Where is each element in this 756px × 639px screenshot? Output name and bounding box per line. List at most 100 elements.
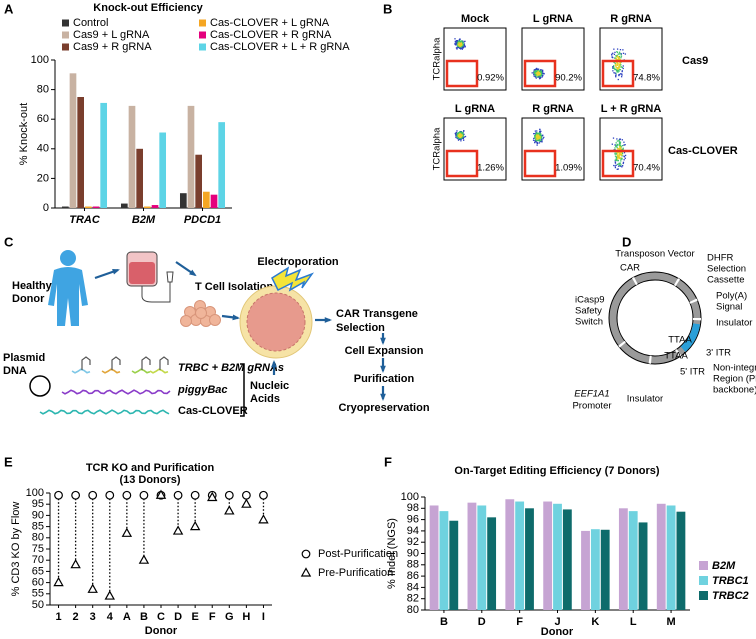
label: Insulator bbox=[627, 394, 663, 405]
event-dot bbox=[539, 135, 541, 137]
label: Promoter bbox=[572, 401, 611, 412]
event-dot bbox=[541, 76, 543, 78]
y-tick-label: 65 bbox=[32, 565, 44, 577]
event-dot bbox=[539, 75, 542, 78]
arrow-head bbox=[324, 317, 332, 323]
grna bbox=[71, 368, 91, 374]
point bbox=[173, 490, 183, 500]
event-dot bbox=[459, 133, 461, 135]
event-dot bbox=[614, 165, 616, 167]
bar bbox=[128, 105, 136, 208]
event-dot bbox=[616, 63, 618, 65]
legend-swatch bbox=[199, 19, 206, 27]
event-dot bbox=[618, 151, 620, 153]
event-dot bbox=[618, 55, 621, 58]
event-dot bbox=[616, 155, 619, 157]
event-dot bbox=[617, 144, 619, 146]
legend-swatch bbox=[699, 591, 708, 600]
label: Non-integrating bbox=[713, 363, 756, 374]
event-dot bbox=[616, 157, 618, 159]
label: Plasmid bbox=[3, 352, 45, 364]
event-dot bbox=[534, 141, 536, 144]
event-dot bbox=[537, 139, 539, 142]
event-dot bbox=[618, 141, 621, 143]
event-dot bbox=[613, 66, 615, 69]
event-dot bbox=[536, 71, 538, 73]
label: Purification bbox=[354, 373, 415, 385]
event-dot bbox=[462, 42, 464, 45]
event-dot bbox=[456, 132, 459, 134]
bar bbox=[477, 505, 487, 610]
label: B bbox=[383, 1, 392, 16]
event-dot bbox=[457, 139, 460, 141]
event-dot bbox=[535, 75, 537, 77]
event-dot bbox=[542, 137, 544, 140]
bar bbox=[618, 508, 628, 610]
grna-hairpin bbox=[141, 356, 151, 370]
event-dot bbox=[616, 62, 618, 64]
event-dot bbox=[454, 42, 457, 44]
event-dot bbox=[456, 42, 458, 44]
event-dot bbox=[462, 46, 464, 48]
event-dot bbox=[458, 39, 461, 41]
event-dot bbox=[619, 146, 621, 148]
x-tick-label: B2M bbox=[132, 214, 156, 226]
event-dot bbox=[618, 142, 621, 145]
point bbox=[70, 558, 81, 569]
event-dot bbox=[618, 152, 620, 154]
event-dot bbox=[620, 158, 622, 160]
event-dot bbox=[616, 155, 619, 158]
event-dot bbox=[617, 155, 620, 157]
event-dot bbox=[615, 76, 617, 78]
gate bbox=[523, 59, 557, 88]
event-dot bbox=[459, 43, 461, 45]
label: 0.92% bbox=[477, 73, 504, 84]
legend-label: Cas-CLOVER + R gRNA bbox=[210, 29, 332, 41]
event-dot bbox=[535, 132, 537, 134]
event-dot bbox=[456, 137, 458, 139]
event-dot bbox=[532, 139, 535, 141]
event-dot bbox=[539, 73, 542, 75]
x-tick-label: A bbox=[123, 611, 131, 623]
point bbox=[53, 576, 64, 587]
y-tick-label: 96 bbox=[407, 514, 419, 526]
event-dot bbox=[611, 56, 613, 58]
label: L + R gRNA bbox=[601, 103, 662, 115]
event-dot bbox=[614, 166, 617, 169]
event-dot bbox=[535, 138, 538, 140]
event-dot bbox=[455, 43, 457, 45]
event-dot bbox=[618, 53, 620, 55]
event-dot bbox=[535, 141, 538, 143]
point bbox=[172, 525, 184, 535]
event-dot bbox=[456, 41, 458, 43]
label: D bbox=[622, 234, 631, 249]
segment-break bbox=[632, 277, 638, 286]
event-dot bbox=[459, 137, 461, 139]
event-dot bbox=[615, 74, 617, 76]
event-dot bbox=[541, 139, 543, 141]
cell-body bbox=[246, 292, 306, 352]
bracket bbox=[240, 363, 245, 417]
event-dot bbox=[458, 136, 461, 139]
event-dot bbox=[539, 71, 541, 73]
event-dot bbox=[541, 73, 543, 76]
event-dot bbox=[533, 75, 535, 77]
event-dot bbox=[459, 45, 461, 47]
y-tick-label: 86 bbox=[407, 570, 419, 582]
point bbox=[190, 490, 200, 500]
event-dot bbox=[534, 139, 536, 142]
event-dot bbox=[620, 157, 622, 159]
event-dot bbox=[621, 70, 623, 73]
piggybac-strand bbox=[61, 389, 171, 395]
event-dot bbox=[615, 64, 617, 67]
event-dot bbox=[536, 76, 539, 78]
y-tick-label: 75 bbox=[32, 543, 44, 555]
label: CAR Transgene bbox=[336, 308, 418, 320]
x-tick-label: L bbox=[630, 616, 637, 628]
event-dot bbox=[535, 77, 537, 79]
event-dot bbox=[613, 164, 615, 167]
event-dot bbox=[617, 66, 620, 68]
grna bbox=[149, 368, 169, 374]
event-dot bbox=[614, 161, 616, 163]
event-dot bbox=[460, 132, 462, 134]
